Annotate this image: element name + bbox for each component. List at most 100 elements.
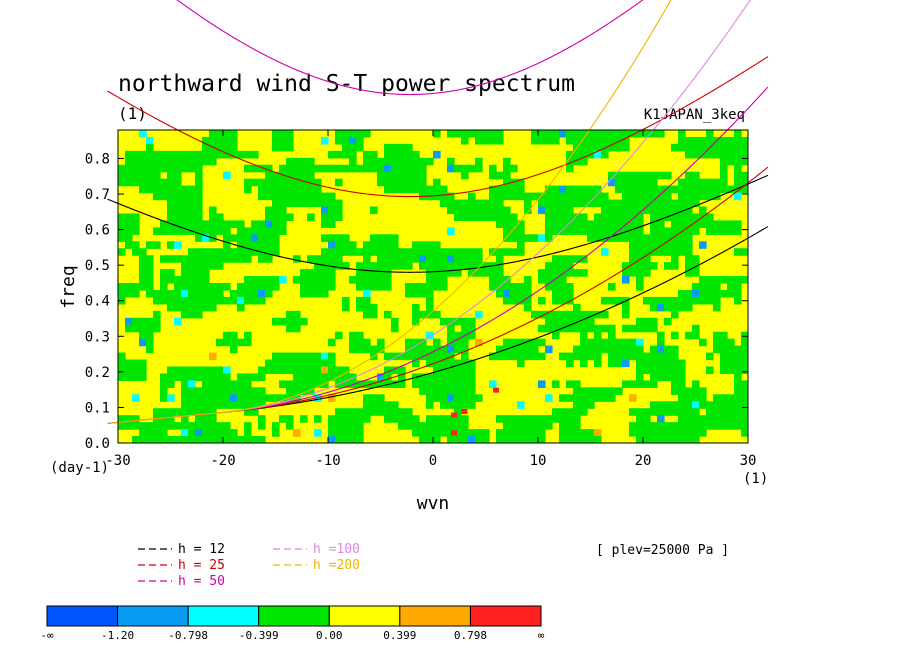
y-tick-label: 0.4: [85, 294, 110, 310]
field-cell: [188, 303, 196, 312]
field-cell: [391, 241, 399, 249]
field-cell: [594, 213, 602, 222]
field-cell: [230, 331, 238, 340]
field-cell: [720, 359, 728, 368]
field-cell: [370, 164, 378, 173]
field-cell: [335, 164, 343, 173]
field-cell: [566, 380, 574, 388]
field-cell: [195, 157, 203, 166]
field-cell: [622, 359, 630, 368]
field-cell: [468, 248, 476, 256]
field-cell: [223, 373, 231, 381]
field-cell: [139, 366, 147, 375]
field-cell: [167, 206, 175, 215]
field-cell: [139, 436, 147, 443]
field-cell: [146, 171, 154, 180]
field-cell: [538, 192, 546, 201]
field-cell: [678, 185, 686, 194]
field-cell: [559, 213, 567, 222]
field-cell: [314, 415, 322, 423]
field-cell: [370, 394, 378, 402]
field-cell: [244, 164, 252, 173]
field-cell: [461, 422, 469, 430]
field-cell: [608, 331, 616, 340]
field-cell: [412, 338, 420, 347]
field-cell: [496, 415, 504, 423]
field-cell: [237, 150, 245, 159]
field-cell: [685, 234, 693, 242]
field-cell: [356, 422, 364, 430]
field-cell: [699, 206, 707, 215]
field-cell: [237, 289, 245, 298]
field-cell: [720, 164, 728, 173]
field-cell: [566, 164, 574, 173]
field-cell: [433, 276, 441, 284]
field-cell: [510, 429, 518, 437]
field-cell: [713, 408, 721, 416]
field-cell: [146, 429, 154, 437]
field-cell: [132, 289, 140, 298]
field-cell: [181, 429, 189, 437]
field-cell: [279, 352, 287, 361]
field-cell: [181, 373, 189, 381]
field-cell: [251, 227, 259, 235]
field-cell: [650, 234, 658, 242]
field-cell: [601, 324, 609, 333]
field-cell: [174, 164, 182, 173]
field-cell: [650, 422, 658, 430]
field-cell: [671, 331, 679, 340]
field-cell: [412, 164, 420, 173]
field-cell: [622, 130, 630, 138]
field-cell: [251, 296, 259, 305]
field-cell: [636, 352, 644, 361]
field-cell: [650, 352, 658, 361]
field-cell: [538, 276, 546, 284]
field-cell: [279, 220, 287, 228]
field-cell: [209, 303, 217, 312]
field-cell: [139, 150, 147, 159]
field-cell: [377, 345, 385, 354]
field-cell: [454, 199, 462, 208]
field-cell: [321, 352, 329, 361]
field-cell: [118, 366, 126, 375]
field-cell: [629, 262, 637, 270]
field-cell: [706, 136, 714, 145]
field-cell: [636, 276, 644, 284]
field-cell: [265, 234, 273, 242]
field-cell: [363, 269, 371, 277]
field-cell: [545, 130, 553, 138]
field-cell: [335, 436, 343, 443]
field-cell: [349, 338, 357, 347]
field-cell: [454, 408, 462, 416]
field-cell: [699, 296, 707, 305]
field-cell: [181, 394, 189, 402]
field-cell: [531, 429, 539, 437]
field-cell: [244, 331, 252, 340]
field-cell: [594, 394, 602, 402]
field-cell: [636, 283, 644, 291]
field-cell: [181, 206, 189, 215]
field-cell: [377, 234, 385, 242]
field-cell: [573, 220, 581, 228]
field-cell: [636, 408, 644, 416]
field-cell: [412, 317, 420, 326]
field-cell: [202, 422, 210, 430]
field-cell: [594, 199, 602, 208]
field-cell: [251, 248, 259, 256]
field-cell: [552, 220, 560, 228]
field-cell: [573, 324, 581, 333]
field-cell: [363, 296, 371, 305]
field-cell: [251, 289, 259, 298]
field-cell: [328, 220, 336, 228]
field-cell: [335, 408, 343, 416]
field-cell: [699, 429, 707, 437]
field-cell: [678, 178, 686, 187]
field-cell: [265, 227, 273, 235]
field-cell: [650, 199, 658, 208]
field-cell: [727, 289, 735, 298]
field-cell: [209, 373, 217, 381]
field-cell: [384, 157, 392, 166]
field-cell: [328, 206, 336, 215]
field-cell: [727, 185, 735, 194]
field-cell: [727, 345, 735, 354]
